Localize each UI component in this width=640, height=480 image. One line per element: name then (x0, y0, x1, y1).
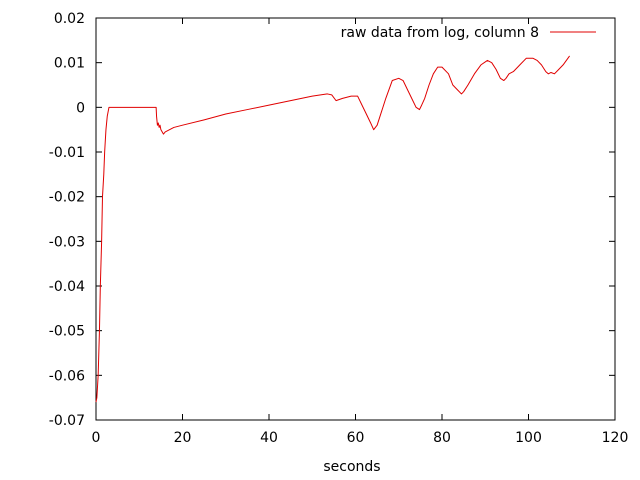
plot-frame (95, 17, 616, 421)
y-tick-label: 0.02 (54, 11, 85, 27)
y-tick-label: -0.07 (49, 413, 85, 429)
x-axis-label: seconds (323, 459, 380, 475)
x-tick-label: 120 (602, 430, 629, 446)
legend: raw data from log, column 8 (341, 25, 596, 41)
y-tick-label: 0 (76, 100, 85, 116)
series-line (95, 55, 570, 403)
y-tick-label: -0.01 (49, 145, 85, 161)
x-tick-label: 60 (347, 430, 365, 446)
y-tick-label: -0.04 (49, 279, 85, 295)
series-layer (95, 55, 570, 403)
x-axis-ticks: 0 20 40 60 80 100 120 (92, 18, 629, 446)
y-axis-ticks: -0.07 -0.06 -0.05 -0.04 -0.03 -0.02 -0.01 0 0.01… (49, 11, 615, 429)
y-tick-label: -0.05 (49, 324, 85, 340)
y-tick-label: -0.03 (49, 234, 85, 250)
y-tick-label: -0.02 (49, 190, 85, 206)
x-tick-label: 40 (260, 430, 278, 446)
y-tick-label: -0.06 (49, 368, 85, 384)
y-tick-label: 0.01 (54, 56, 85, 72)
x-tick-label: 80 (433, 430, 451, 446)
x-tick-label: 20 (174, 430, 192, 446)
legend-label: raw data from log, column 8 (341, 25, 539, 41)
x-tick-label: 100 (515, 430, 542, 446)
x-tick-label: 0 (92, 430, 101, 446)
